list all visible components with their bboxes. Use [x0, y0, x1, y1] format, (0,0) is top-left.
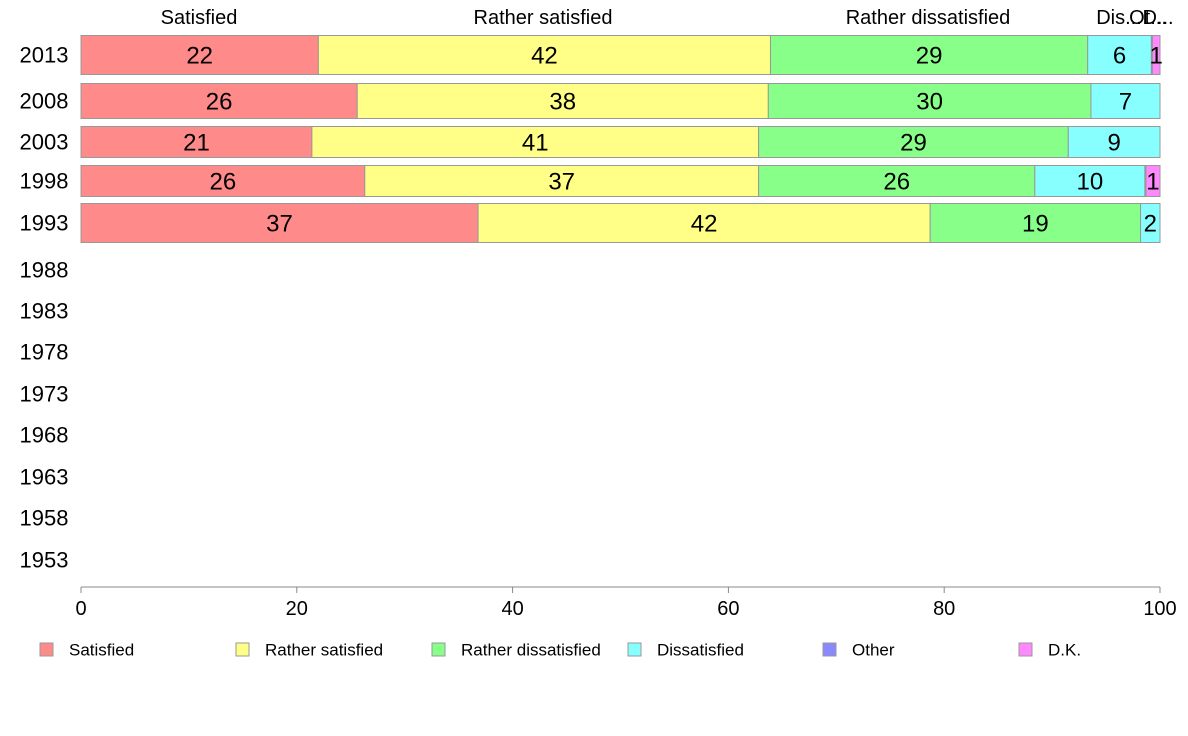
y-tick-label: 1998	[20, 169, 69, 194]
y-tick-label: 1953	[20, 548, 69, 573]
data-label: 21	[183, 130, 210, 157]
data-label: 2	[1144, 211, 1157, 238]
bar-segment	[1034, 165, 1146, 197]
data-label: 26	[883, 169, 910, 196]
legend-label: Dissatisfied	[657, 641, 744, 660]
x-tick-label: 60	[717, 598, 739, 620]
bar-segment	[80, 83, 358, 119]
data-label: 26	[206, 89, 233, 116]
data-label: 1	[1146, 169, 1159, 196]
data-label: 38	[549, 89, 576, 116]
x-tick-label: 0	[75, 598, 86, 620]
y-tick-label: 1993	[20, 211, 69, 236]
top-category-label: Rather dissatisfied	[846, 7, 1011, 29]
y-tick-label: 2013	[20, 43, 69, 68]
data-label: 41	[522, 130, 549, 157]
data-label: 10	[1077, 169, 1104, 196]
bar-segment	[356, 83, 769, 119]
data-label: 30	[916, 89, 943, 116]
data-label: 22	[186, 43, 213, 70]
data-label: 37	[548, 169, 575, 196]
bar-segment	[477, 203, 931, 243]
data-label: 1	[1150, 43, 1163, 70]
bar-segment	[80, 126, 313, 158]
bar-segment	[317, 35, 771, 75]
y-tick-label: 1983	[20, 299, 69, 324]
top-category-label: Satisfied	[161, 7, 238, 29]
legend-label: Rather dissatisfied	[461, 641, 601, 660]
y-tick-label: 1978	[20, 340, 69, 365]
y-tick-label: 1958	[20, 506, 69, 531]
y-tick-label: 1968	[20, 423, 69, 448]
x-tick-label: 100	[1143, 598, 1176, 620]
legend-swatch	[627, 642, 642, 657]
data-label: 29	[916, 43, 943, 70]
legend-swatch	[822, 642, 837, 657]
bar-segment	[80, 35, 319, 75]
data-label: 29	[900, 130, 927, 157]
legend-label: D.K.	[1048, 641, 1081, 660]
data-label: 26	[210, 169, 237, 196]
bar-segment	[80, 165, 366, 197]
x-tick-label: 40	[501, 598, 523, 620]
top-category-label: Ot...	[1129, 7, 1167, 29]
y-tick-label: 1988	[20, 258, 69, 283]
top-category-label: Dis...	[1096, 7, 1142, 29]
bar-segment	[758, 126, 1069, 158]
bar-segment	[1145, 165, 1161, 197]
top-category-label: D...	[1142, 7, 1173, 29]
bar-segment	[769, 35, 1089, 75]
bar-segment	[1140, 203, 1161, 243]
legend-swatch	[235, 642, 250, 657]
legend-swatch	[39, 642, 54, 657]
data-label: 37	[266, 211, 293, 238]
bar-segment	[758, 165, 1036, 197]
x-tick-label: 80	[933, 598, 955, 620]
legend-swatch	[1018, 642, 1033, 657]
legend-swatch	[431, 642, 446, 657]
y-tick-label: 2008	[20, 89, 69, 114]
y-tick-label: 1963	[20, 465, 69, 490]
y-tick-label: 1973	[20, 382, 69, 407]
bar-segment	[767, 83, 1092, 119]
bar-segment	[364, 165, 760, 197]
y-tick-label: 2003	[20, 130, 69, 155]
x-tick-label: 20	[286, 598, 308, 620]
legend-label: Other	[852, 641, 895, 660]
bar-segment	[1151, 35, 1161, 75]
bar-segment	[1067, 126, 1161, 158]
data-label: 19	[1022, 211, 1049, 238]
bar-segment	[929, 203, 1142, 243]
legend-label: Satisfied	[69, 641, 134, 660]
data-label: 7	[1119, 89, 1132, 116]
top-category-label: Rather satisfied	[474, 7, 613, 29]
data-label: 42	[691, 211, 718, 238]
bar-segment	[80, 203, 479, 243]
legend-label: Rather satisfied	[265, 641, 383, 660]
bar-segment	[1090, 83, 1161, 119]
data-label: 42	[531, 43, 558, 70]
data-label: 9	[1107, 130, 1120, 157]
data-label: 6	[1113, 43, 1126, 70]
